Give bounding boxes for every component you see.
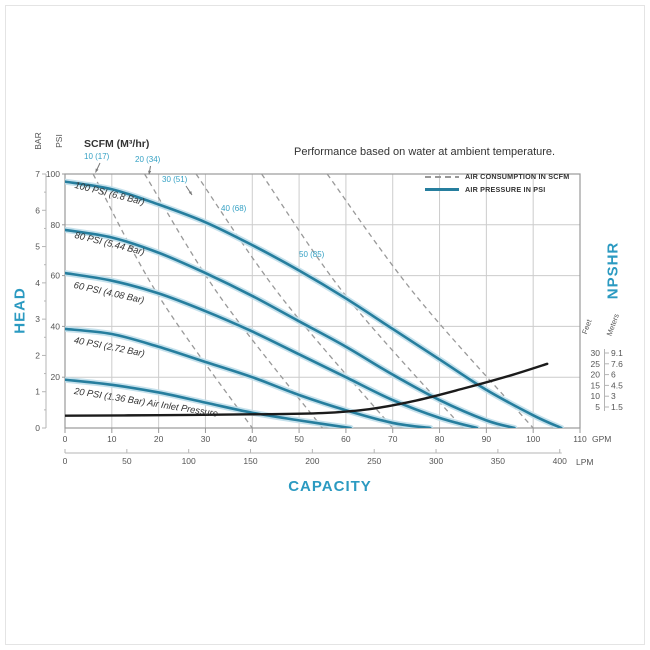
psi-tick-label: 60 — [51, 271, 61, 281]
dashed-line-sample-icon — [425, 175, 459, 178]
air-pressure-curve — [65, 271, 479, 428]
lpm-tick-label: 300 — [429, 456, 443, 466]
meters-tick-label: 4.5 — [611, 380, 623, 390]
air-pressure-curve — [65, 180, 563, 428]
psi-axis: 20 40 60 80 100 — [46, 169, 65, 382]
lpm-axis: 0 50 100 150 200 250 300 350 400 — [63, 449, 567, 466]
psi-tick-label: 100 — [46, 169, 60, 179]
feet-tick-label: 30 — [591, 348, 601, 358]
meters-tick-label: 1.5 — [611, 402, 623, 412]
bar-tick-label: 1 — [35, 387, 40, 397]
bar-tick-label: 0 — [35, 423, 40, 433]
scfm-curve-label-40: 40 (68) — [221, 204, 247, 213]
psi-tick-label: 40 — [51, 321, 61, 331]
grid-group — [65, 174, 580, 428]
lpm-tick-label: 350 — [491, 456, 505, 466]
meters-tick-label: 7.6 — [611, 359, 623, 369]
legend-row-air-consumption: AIR CONSUMPTION IN SCFM — [425, 172, 569, 181]
psi-tick-label: 20 — [51, 372, 61, 382]
gpm-tick-label: 20 — [154, 434, 164, 444]
meters-tick-label: 6 — [611, 370, 616, 380]
gpm-tick-label: 0 — [63, 434, 68, 444]
air-consumption-curve — [144, 174, 324, 428]
gpm-tick-label: 90 — [482, 434, 492, 444]
bar-tick-label: 3 — [35, 314, 40, 324]
bar-axis: 0 1 2 3 4 5 6 7 — [35, 169, 47, 433]
feet-tick-label: 10 — [591, 391, 601, 401]
lpm-tick-label: 200 — [305, 456, 319, 466]
bar-tick-label: 4 — [35, 278, 40, 288]
bar-tick-label: 2 — [35, 350, 40, 360]
meters-tick-label: 3 — [611, 391, 616, 401]
scfm-curve-label-10: 10 (17) — [84, 152, 110, 161]
gpm-tick-label: 80 — [435, 434, 445, 444]
chart-legend: AIR CONSUMPTION IN SCFM AIR PRESSURE IN … — [425, 172, 569, 194]
curves-group — [65, 174, 565, 428]
gpm-tick-label: 110 — [573, 434, 587, 444]
gpm-tick-label: 40 — [248, 434, 258, 444]
scfm-curve-label-50: 50 (85) — [299, 250, 325, 259]
meters-tick-label: 9.1 — [611, 348, 623, 358]
lpm-tick-label: 0 — [63, 456, 68, 466]
scfm-curve-label-20: 20 (34) — [135, 155, 161, 164]
bar-tick-label: 6 — [35, 205, 40, 215]
npshr-scale: 30 9.1 25 7.6 20 6 15 4.5 10 3 5 1.5 — [591, 348, 624, 412]
lpm-tick-label: 50 — [122, 456, 132, 466]
lpm-tick-label: 100 — [182, 456, 196, 466]
npshr-axis-label: NPSHR — [604, 241, 622, 300]
air-consumption-curve — [195, 174, 394, 428]
feet-tick-label: 15 — [591, 380, 601, 390]
gpm-tick-label: 10 — [107, 434, 117, 444]
gpm-tick-label: 60 — [341, 434, 351, 444]
scfm-arrowhead-icon — [95, 168, 99, 173]
lpm-unit-label: LPM — [576, 457, 594, 467]
gpm-tick-label: 100 — [526, 434, 540, 444]
capacity-axis-label: CAPACITY — [288, 478, 372, 495]
legend-row-air-pressure: AIR PRESSURE IN PSI — [425, 185, 569, 194]
psi-tick-label: 80 — [51, 220, 61, 230]
bar-tick-label: 7 — [35, 169, 40, 179]
air-pressure-curve — [65, 228, 516, 428]
feet-tick-label: 25 — [591, 359, 601, 369]
bar-tick-label: 5 — [35, 242, 40, 252]
bar-axis-unit-label: BAR — [33, 132, 43, 150]
head-axis-label: HEAD — [11, 287, 29, 334]
air-consumption-curve — [326, 174, 534, 428]
legend-air-consumption-label: AIR CONSUMPTION IN SCFM — [465, 172, 570, 181]
lpm-tick-label: 250 — [367, 456, 381, 466]
air-pressure-curve — [65, 327, 432, 428]
chart-title: Performance based on water at ambient te… — [294, 146, 556, 158]
lpm-tick-label: 150 — [243, 456, 257, 466]
gpm-tick-label: 70 — [388, 434, 398, 444]
gpm-tick-label: 30 — [201, 434, 211, 444]
scfm-arrowhead-icon — [148, 170, 152, 175]
solid-line-sample-icon — [425, 188, 459, 191]
gpm-unit-label: GPM — [592, 434, 612, 444]
scfm-arrowhead-icon — [188, 191, 192, 195]
gpm-tick-label: 50 — [294, 434, 304, 444]
npshr-curve — [65, 362, 549, 417]
feet-tick-label: 5 — [595, 402, 600, 412]
gpm-axis: 0 10 20 30 40 50 60 70 80 90 100 110 — [63, 428, 587, 444]
feet-tick-label: 20 — [591, 370, 601, 380]
scfm-curve-label-30: 30 (51) — [162, 175, 188, 184]
lpm-tick-label: 400 — [553, 456, 567, 466]
legend-air-pressure-label: AIR PRESSURE IN PSI — [465, 185, 546, 194]
scfm-header-label: SCFM (M³/hr) — [84, 138, 150, 150]
air-pressure-curve — [65, 378, 352, 428]
psi-axis-unit-label: PSI — [54, 134, 64, 148]
